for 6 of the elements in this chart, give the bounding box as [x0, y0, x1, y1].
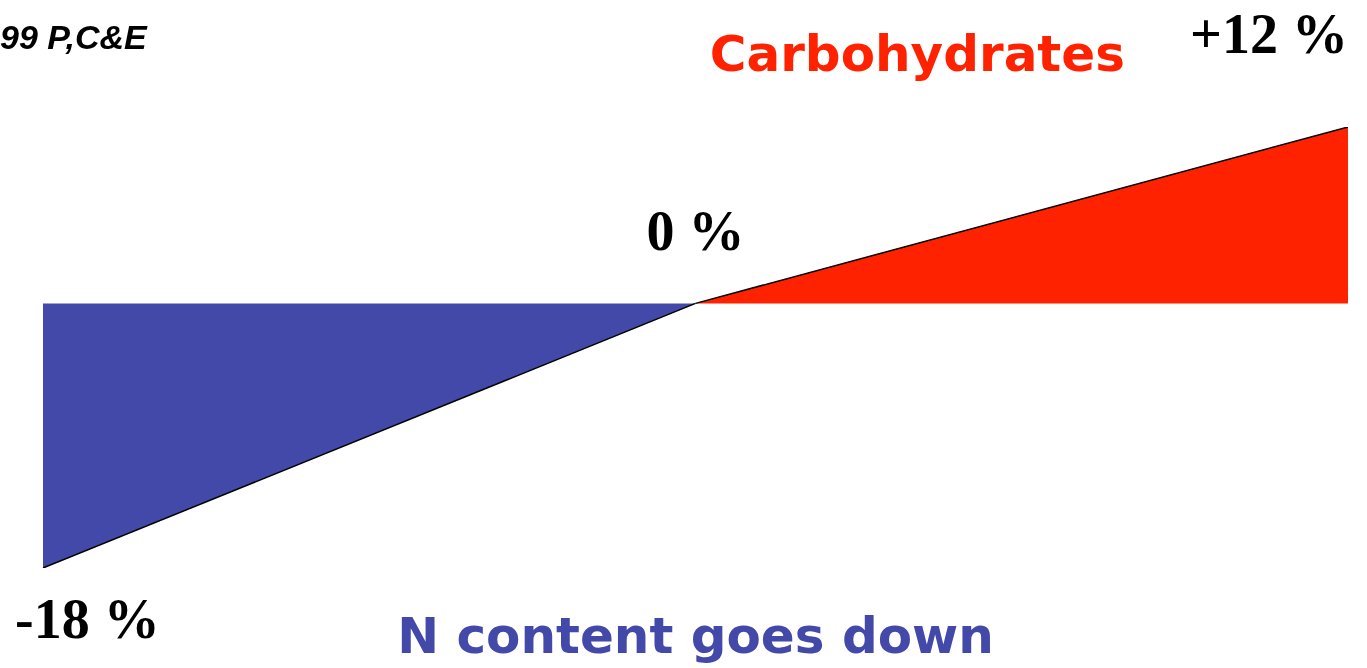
data-label: +12 % [1190, 3, 1348, 66]
text: 99 P,C&E [0, 18, 147, 57]
data-label: 0 % [646, 199, 745, 262]
text: N content goes down [397, 606, 994, 665]
data-label: -18 % [15, 588, 160, 651]
text: Carbohydrates [709, 24, 1125, 83]
